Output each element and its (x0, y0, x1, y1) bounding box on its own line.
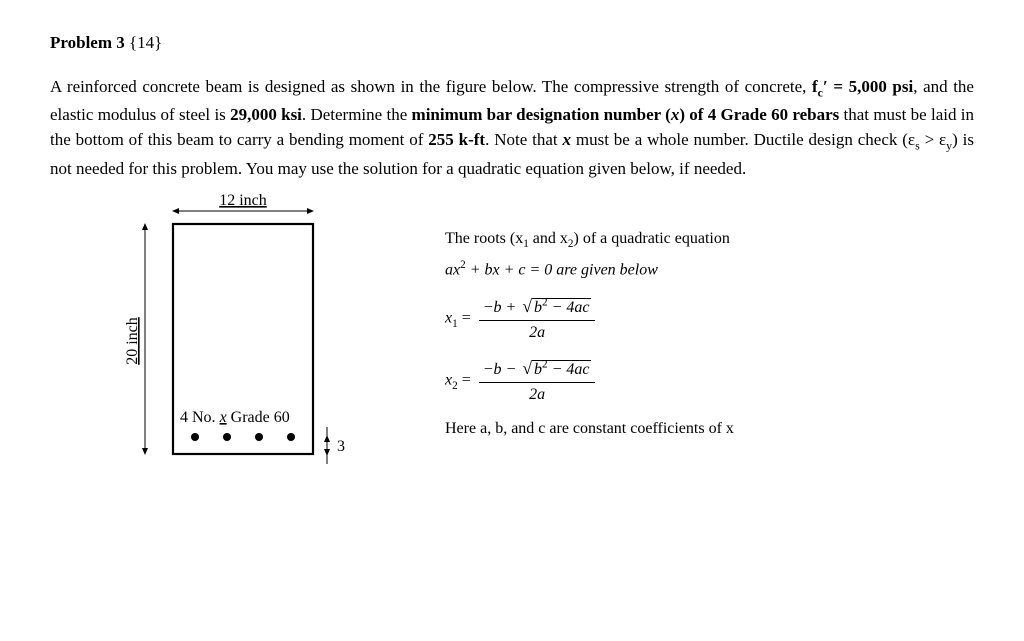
equations: The roots (x1 and x2) of a quadratic equ… (445, 223, 974, 444)
text: . Determine the (302, 105, 412, 124)
min-text: minimum bar designation number ( (412, 105, 671, 124)
moment-value: 255 k-ft (428, 130, 485, 149)
text: . Note that (485, 130, 562, 149)
problem-statement: A reinforced concrete beam is designed a… (50, 74, 974, 182)
problem-label: Problem 3 (50, 33, 125, 52)
fraction: −b + √b2 − 4ac 2a (479, 293, 596, 345)
problem-points: {14} (129, 33, 162, 52)
quad-intro: The roots (x1 and x2) of a quadratic equ… (445, 227, 974, 253)
x2-equation: x2 = −b − √b2 − 4ac 2a (445, 355, 974, 407)
rebar-dot (223, 433, 231, 441)
fraction: −b − √b2 − 4ac 2a (479, 355, 596, 407)
beam-figure: 12 inch 20 inch 4 No. x Grade 60 3 (105, 189, 385, 479)
num: −b + (483, 299, 521, 316)
den: 2a (529, 386, 545, 403)
figure-row: 12 inch 20 inch 4 No. x Grade 60 3 The r… (50, 189, 974, 479)
text: > ε (920, 130, 946, 149)
quad-form: ax2 + bx + c = 0 are given below (445, 257, 974, 282)
x-var: x (563, 130, 572, 149)
beam-svg: 12 inch 20 inch 4 No. x Grade 60 3 (105, 189, 385, 479)
num: −b − (483, 361, 521, 378)
x1-equation: x1 = −b + √b2 − 4ac 2a (445, 293, 974, 345)
quad-outro: Here a, b, and c are constant coefficien… (445, 417, 974, 441)
text: + bx + c = 0 are given below (466, 262, 658, 279)
text: ax (445, 262, 460, 279)
rebar-dot (255, 433, 263, 441)
elastic-modulus: 29,000 ksi (230, 105, 302, 124)
cover-label: 3 (337, 438, 345, 455)
rest: − 4ac (548, 361, 590, 378)
text: The roots (x (445, 230, 523, 247)
b: b (534, 299, 542, 316)
text: must be a whole number. Ductile design c… (571, 130, 915, 149)
min-text-2: ) of 4 Grade 60 rebars (679, 105, 839, 124)
problem-title: Problem 3 {14} (50, 30, 974, 56)
rebar-label: 4 No. x Grade 60 (180, 409, 290, 426)
rebar-dot (287, 433, 295, 441)
rebar-dot (191, 433, 199, 441)
eq: = (458, 309, 475, 326)
eq: = (458, 371, 475, 388)
b: b (534, 361, 542, 378)
width-label: 12 inch (219, 192, 267, 209)
text: and x (529, 230, 568, 247)
den: 2a (529, 324, 545, 341)
rest: − 4ac (548, 299, 590, 316)
fc-prime: ′ = 5,000 psi (823, 77, 913, 96)
text: ) of a quadratic equation (574, 230, 730, 247)
text: A reinforced concrete beam is designed a… (50, 77, 812, 96)
height-label: 20 inch (124, 317, 141, 365)
text: Here a, b, and c are constant coefficien… (445, 420, 734, 437)
